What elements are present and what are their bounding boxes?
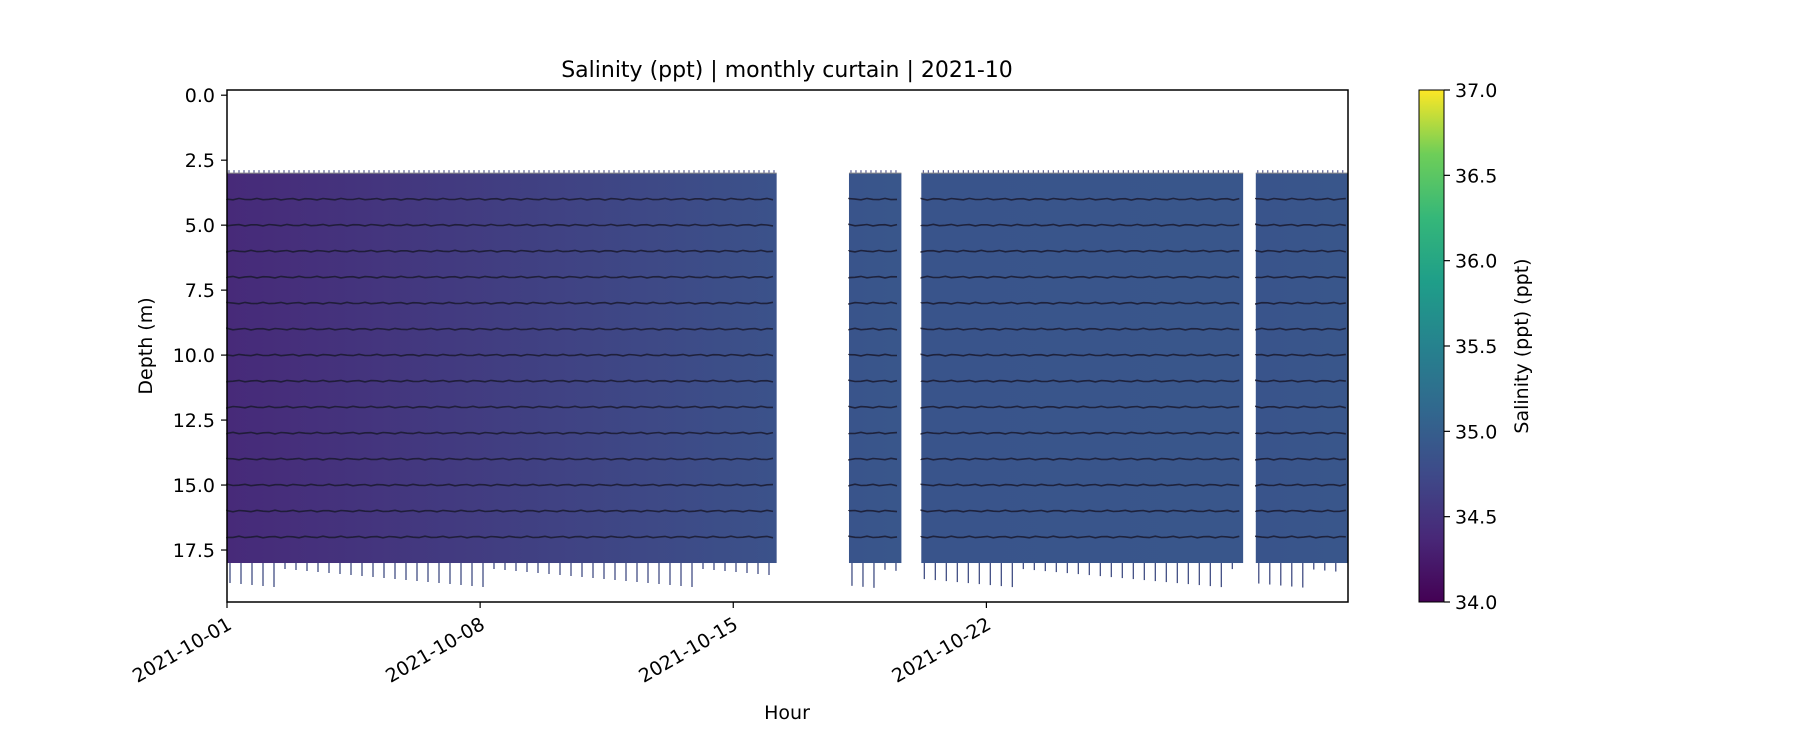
colorbar-tick-label: 34.5 (1455, 507, 1497, 529)
sensor-line (848, 249, 898, 253)
sensor-line (920, 379, 1240, 383)
sensor-line (920, 405, 1240, 409)
sensor-line (920, 249, 1240, 253)
sensor-line (226, 535, 774, 539)
sensor-line (848, 457, 898, 461)
sensor-line (226, 223, 774, 227)
colorbar-tick-label: 36.0 (1455, 251, 1497, 273)
colorbar-tick-label: 35.5 (1455, 336, 1497, 358)
sensor-line (1254, 249, 1346, 253)
sensor-line (848, 405, 898, 409)
sensor-line (920, 301, 1240, 305)
sensor-line (848, 197, 898, 201)
sensor-line (1254, 457, 1346, 461)
sensor-line (1254, 327, 1346, 331)
colorbar-label: Salinity (ppt) (ppt) (1511, 258, 1533, 433)
sensor-line (848, 431, 898, 435)
sensor-line (226, 249, 774, 253)
sensor-line (226, 509, 774, 513)
sensor-line (226, 353, 774, 357)
sensor-line (226, 405, 773, 409)
y-axis-label: Depth (m) (135, 297, 157, 394)
sensor-line (848, 535, 898, 539)
data-segments (227, 170, 1348, 588)
y-tick-label: 2.5 (185, 150, 215, 172)
sensor-line (226, 431, 774, 435)
sensor-lines (226, 197, 1346, 539)
y-tick-label: 7.5 (185, 280, 215, 302)
sensor-line (1254, 223, 1346, 227)
sensor-line (1254, 483, 1346, 487)
plot-area (226, 89, 1349, 603)
colorbar-scale (1418, 89, 1445, 603)
sensor-line (226, 327, 774, 331)
colorbar-ticks: 34.0 34.5 35.0 35.5 36.0 36.5 37.0 (1444, 80, 1497, 614)
y-tick-label: 17.5 (173, 540, 215, 562)
chart-title: Salinity (ppt) | monthly curtain | 2021-… (561, 58, 1013, 83)
sensor-line (920, 509, 1240, 513)
data-segment (848, 173, 902, 564)
sensor-line (226, 483, 774, 487)
sensor-line (1254, 379, 1346, 383)
sensor-line (848, 483, 898, 487)
sensor-line (920, 483, 1240, 487)
sensor-line (226, 379, 774, 383)
sensor-line (848, 509, 898, 513)
data-segment (227, 173, 777, 564)
x-axis-label: Hour (764, 702, 810, 724)
colorbar-tick-label: 36.5 (1455, 165, 1497, 187)
sensor-line (848, 223, 898, 227)
sensor-line (226, 197, 774, 201)
sensor-line (920, 353, 1240, 357)
data-segment (1255, 173, 1348, 564)
sensor-line (1254, 535, 1346, 539)
x-tick-label: 2021-10-01 (129, 613, 236, 687)
sensor-line (848, 275, 898, 279)
x-axis: 2021-10-01 2021-10-08 2021-10-15 2021-10-22 (129, 602, 995, 688)
sensor-line (1254, 197, 1346, 201)
sensor-line (848, 327, 898, 331)
sensor-line (1254, 275, 1346, 279)
sensor-line (1254, 301, 1346, 305)
sensor-line (1254, 353, 1346, 357)
sensor-line (920, 327, 1240, 331)
x-tick-label: 2021-10-22 (888, 613, 995, 687)
sensor-line (848, 379, 898, 383)
sensor-line (226, 275, 774, 279)
colorbar: 34.0 34.5 35.0 35.5 36.0 36.5 37.0 Salinity (p… (1418, 80, 1533, 614)
sensor-line (848, 301, 898, 305)
x-tick-label: 2021-10-15 (635, 613, 742, 687)
y-tick-label: 0.0 (185, 85, 215, 107)
sensor-line (1254, 509, 1346, 513)
y-tick-label: 10.0 (173, 345, 215, 367)
colorbar-tick-label: 37.0 (1455, 80, 1497, 102)
sensor-line (920, 197, 1240, 201)
y-tick-label: 15.0 (173, 475, 215, 497)
sensor-line (920, 431, 1240, 435)
y-tick-label: 12.5 (173, 410, 215, 432)
sensor-line (226, 301, 774, 305)
sensor-line (920, 275, 1240, 279)
x-tick-label: 2021-10-08 (382, 613, 489, 687)
sensor-line (920, 535, 1240, 539)
colorbar-tick-label: 34.0 (1455, 592, 1497, 614)
sensor-line (848, 353, 898, 357)
sensor-line (920, 223, 1240, 227)
sensor-line (920, 457, 1240, 461)
colorbar-tick-label: 35.0 (1455, 421, 1497, 443)
sensor-line (226, 457, 774, 461)
sensor-line (1254, 431, 1346, 435)
y-axis: 0.0 2.5 5.0 7.5 10.0 12.5 15.0 17.5 (173, 85, 227, 562)
plot-frame (226, 89, 1349, 603)
data-segment (921, 173, 1244, 564)
sensor-line (1254, 405, 1346, 409)
y-tick-label: 5.0 (185, 215, 215, 237)
